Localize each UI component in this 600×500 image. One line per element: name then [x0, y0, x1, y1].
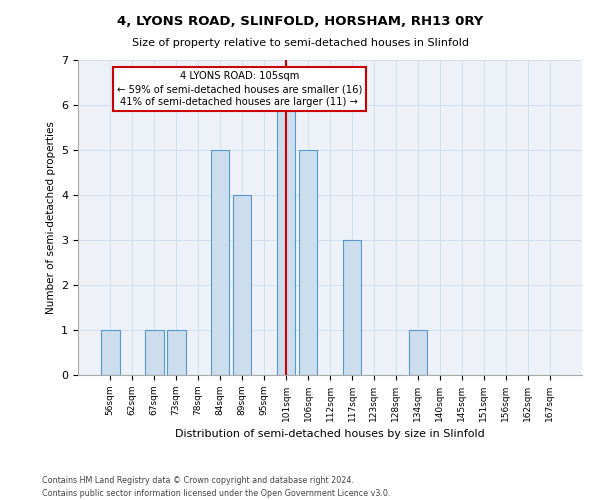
- Bar: [145, 330, 164, 375]
- Text: Size of property relative to semi-detached houses in Slinfold: Size of property relative to semi-detach…: [131, 38, 469, 48]
- Bar: [101, 330, 119, 375]
- Text: 4, LYONS ROAD, SLINFOLD, HORSHAM, RH13 0RY: 4, LYONS ROAD, SLINFOLD, HORSHAM, RH13 0…: [117, 15, 483, 28]
- Text: Contains HM Land Registry data © Crown copyright and database right 2024.
Contai: Contains HM Land Registry data © Crown c…: [42, 476, 391, 498]
- Bar: [277, 105, 295, 375]
- X-axis label: Distribution of semi-detached houses by size in Slinfold: Distribution of semi-detached houses by …: [175, 430, 485, 440]
- Bar: [343, 240, 361, 375]
- Y-axis label: Number of semi-detached properties: Number of semi-detached properties: [46, 121, 56, 314]
- Bar: [409, 330, 427, 375]
- Bar: [299, 150, 317, 375]
- Bar: [233, 195, 251, 375]
- Bar: [167, 330, 185, 375]
- Text: 4 LYONS ROAD: 105sqm
← 59% of semi-detached houses are smaller (16)
41% of semi-: 4 LYONS ROAD: 105sqm ← 59% of semi-detac…: [116, 71, 362, 108]
- Bar: [211, 150, 229, 375]
